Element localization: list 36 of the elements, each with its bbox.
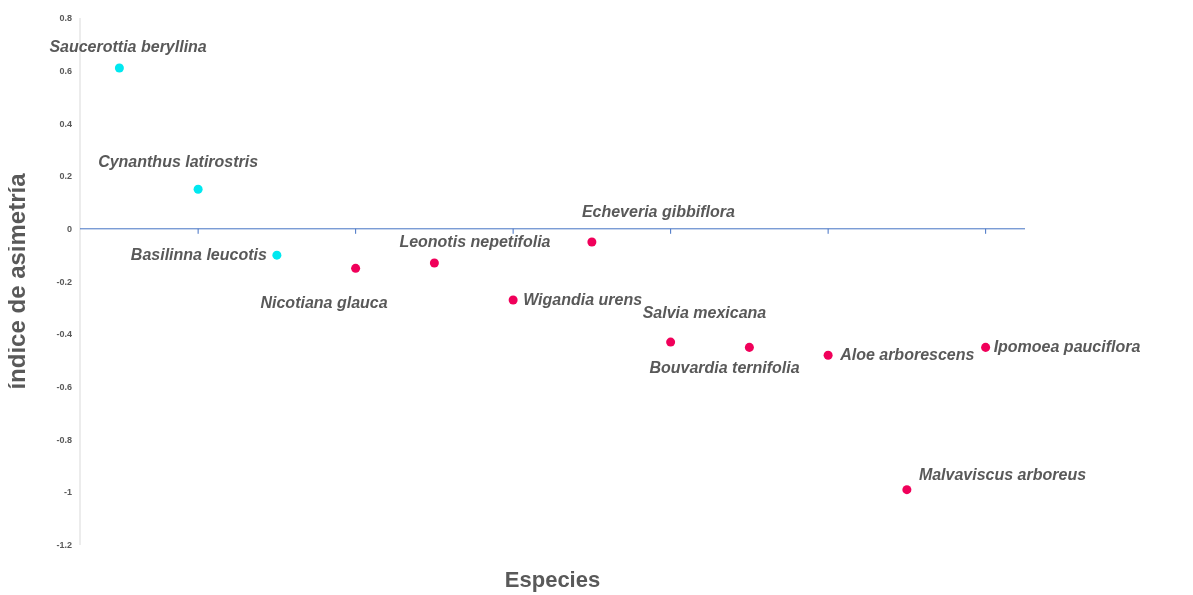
y-tick-label: -0.6 (56, 382, 72, 393)
annotation: Basilinna leucotis (130, 246, 267, 264)
annotation: Salvia mexicana (642, 304, 767, 322)
y-tick-label: -1.2 (56, 540, 72, 551)
point (429, 258, 439, 268)
annotation: Aloe arborescens (839, 346, 975, 364)
y-tick-label: -0.8 (56, 434, 72, 445)
annotation: Wigandia urens (523, 290, 643, 308)
point (272, 250, 282, 260)
point (981, 342, 991, 352)
point (114, 63, 124, 73)
y-tick-label: -1 (63, 487, 72, 498)
point (587, 237, 597, 247)
point (902, 485, 912, 495)
point (823, 350, 833, 360)
y-tick-label: 0 (66, 224, 72, 234)
x-axis-title: Especies (504, 567, 601, 592)
annotation: Malvaviscus arboreus (918, 465, 1087, 483)
y-tick-label: -0.2 (56, 276, 72, 287)
point (744, 342, 754, 352)
y-tick-label: 0.2 (59, 171, 72, 182)
point (666, 337, 676, 347)
annotation: Nicotiana glauca (260, 294, 388, 312)
annotation: Cynanthus latirostris (98, 153, 259, 171)
annotation: Echeveria gibbiflora (581, 202, 735, 220)
y-tick-label: -0.4 (56, 329, 72, 340)
annotation: Leonotis nepetifolia (399, 233, 551, 251)
annotation: Ipomoea pauciflora (993, 338, 1141, 356)
y-tick-label: 0.4 (59, 118, 72, 129)
annotation: Bouvardia ternifolia (649, 359, 800, 377)
annotation: Saucerottia beryllina (49, 38, 207, 56)
point (193, 184, 203, 194)
point (508, 295, 518, 305)
y-tick-label: 0.6 (59, 65, 72, 76)
point (351, 263, 361, 273)
y-tick-label: 0.8 (59, 13, 72, 24)
